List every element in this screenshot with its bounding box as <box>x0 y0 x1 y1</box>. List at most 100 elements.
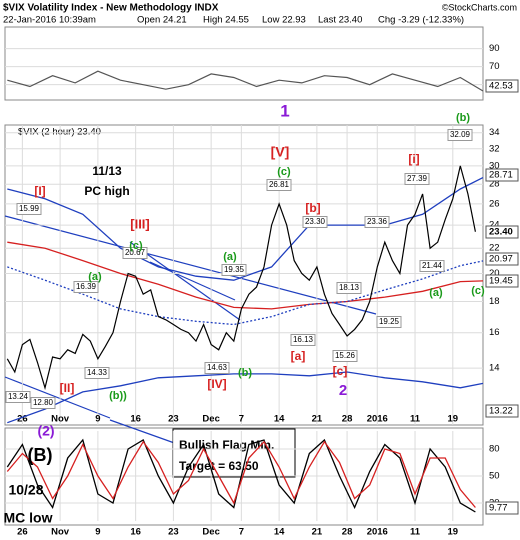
x-tick-label: Dec <box>202 527 219 538</box>
price-label: 23.30 <box>305 217 326 226</box>
price-box <box>332 350 358 362</box>
oscillator-line <box>6 440 476 508</box>
x-tick-label: 21 <box>312 414 323 425</box>
side-box <box>485 168 519 182</box>
price-label: 26.81 <box>269 180 290 189</box>
x-tick-label: 7 <box>239 414 244 425</box>
x-tick-label: 26 <box>17 527 28 538</box>
x-tick-label: 19 <box>448 414 459 425</box>
annotation: (a) <box>88 271 102 283</box>
value-box <box>485 501 519 515</box>
price-line <box>7 70 484 92</box>
trend-line <box>109 419 181 446</box>
price-label: 27.39 <box>407 174 428 183</box>
annotation: [I] <box>34 184 45 198</box>
x-tick-label: 2016 <box>367 414 388 425</box>
date: 22-Jan-2016 10:39am <box>3 15 96 26</box>
side-label: 23.40 <box>489 227 513 238</box>
y-tick-label: 90 <box>489 43 500 54</box>
credit: ©StockCharts.com <box>442 2 517 12</box>
x-tick-label: 23 <box>168 527 179 538</box>
side-label: 19.45 <box>489 276 513 287</box>
price-box <box>302 216 328 228</box>
price-label: 21.44 <box>422 261 443 270</box>
price-box <box>84 367 110 379</box>
price-line <box>6 165 476 391</box>
y-tick-label: 18 <box>489 296 500 307</box>
price-box <box>266 179 292 191</box>
annotation: MC low <box>4 510 53 526</box>
x-tick-label: 7 <box>239 527 244 538</box>
overlay-line <box>7 371 484 424</box>
price-label: 19.25 <box>379 317 400 326</box>
price-box <box>221 264 247 276</box>
price-label: 15.26 <box>335 351 356 360</box>
y-tick-label: 28 <box>489 179 500 190</box>
annotation: [II] <box>60 381 75 395</box>
price-label: 13.24 <box>8 392 29 401</box>
x-tick-label: 19 <box>448 527 459 538</box>
price-box <box>447 129 473 141</box>
x-tick-label: 14 <box>274 527 285 538</box>
annotation: (b) <box>238 367 252 379</box>
last: Last 23.40 <box>318 15 362 26</box>
x-tick-label: 11 <box>410 414 421 425</box>
annotation: (c) <box>129 240 143 252</box>
price-box <box>336 282 362 294</box>
price-label: 12.80 <box>33 398 54 407</box>
side-label: 20.97 <box>489 254 513 265</box>
side-label: 28.71 <box>489 170 513 181</box>
x-tick-label: 23 <box>168 414 179 425</box>
side-box <box>485 225 519 239</box>
annotation: [c] <box>333 364 348 378</box>
annotation: (B) <box>28 445 53 465</box>
price-box <box>376 316 402 328</box>
annotation: (a) <box>429 287 443 299</box>
x-tick-label: 2016 <box>367 527 388 538</box>
x-tick-label: 9 <box>95 527 100 538</box>
price-box <box>419 260 445 272</box>
change: Chg -3.29 (-12.33%) <box>378 15 464 26</box>
x-tick-label: 28 <box>342 414 353 425</box>
price-label: 19.35 <box>224 265 245 274</box>
price-box <box>16 203 42 215</box>
annotation: (a) <box>223 251 237 263</box>
y-tick-label: 70 <box>489 61 500 72</box>
x-tick-label: Nov <box>51 527 70 538</box>
price-box <box>5 391 31 403</box>
side-box <box>485 252 519 266</box>
note: Target = 63.50 <box>179 459 259 473</box>
price-box <box>73 281 99 293</box>
trend-line <box>129 241 241 321</box>
x-tick-label: Dec <box>202 414 219 425</box>
y-tick-label: 24 <box>489 220 500 231</box>
side-box <box>485 404 519 418</box>
x-tick-label: 16 <box>130 527 141 538</box>
price-panel <box>4 124 484 426</box>
y-tick-label: 30 <box>489 160 500 171</box>
high: High 24.55 <box>203 15 249 26</box>
price-label: 14.63 <box>207 363 228 372</box>
overlay-line <box>7 177 484 281</box>
price-box <box>122 247 148 259</box>
annotation: (c) <box>277 166 291 178</box>
annotation: [i] <box>408 152 419 166</box>
x-tick-label: 9 <box>95 414 100 425</box>
value-label: 9.77 <box>489 503 508 514</box>
open: Open 24.21 <box>137 15 187 26</box>
y-tick-label: 14 <box>489 363 500 374</box>
y-tick-label: 20 <box>489 268 500 279</box>
annotation: (b)) <box>109 390 127 402</box>
price-box <box>204 362 230 374</box>
annotation: [V] <box>271 144 290 160</box>
price-label: 15.99 <box>19 204 40 213</box>
y-tick-label: 32 <box>489 143 500 154</box>
price-box <box>290 334 316 346</box>
annotation: [III] <box>130 216 150 231</box>
annotation: (c) <box>471 285 485 297</box>
title: $VIX Volatility Index - New Methodology … <box>3 3 219 14</box>
price-box <box>404 173 430 185</box>
x-tick-label: 21 <box>312 527 323 538</box>
annotation: 1 <box>280 101 289 120</box>
annotation: 11/13 <box>92 164 122 178</box>
